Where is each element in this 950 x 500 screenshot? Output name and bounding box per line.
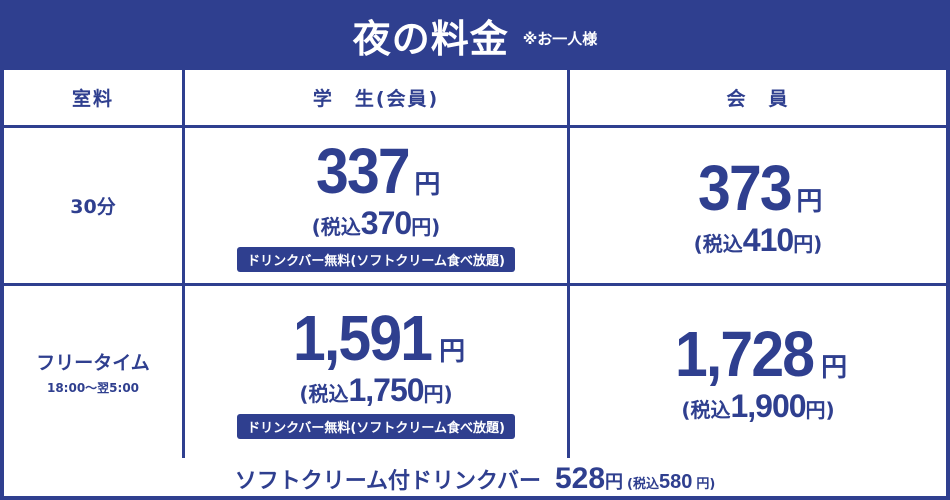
- footer-taxed-price: 580: [658, 471, 693, 493]
- taxed-suffix: 円): [793, 231, 823, 256]
- footer-taxed-prefix: (税込: [627, 477, 659, 492]
- row-label-freetime: フリータイム 18:00〜翌5:00: [4, 286, 182, 458]
- footer-drink-bar: ソフトクリーム付ドリンクバー 528 円 (税込 580 円): [4, 458, 946, 496]
- drink-bar-badge: ドリンクバー無料(ソフトクリーム食べ放題): [237, 247, 515, 272]
- member-30min-cell: 373 円 (税込 410 円): [570, 128, 946, 283]
- student-freetime-taxed: (税込 1,750 円): [299, 374, 452, 406]
- taxed-prefix: (税込: [311, 215, 361, 239]
- drink-bar-badge: ドリンクバー無料(ソフトクリーム食べ放題): [237, 413, 515, 439]
- taxed-suffix: 円): [411, 215, 441, 239]
- row-label-text: 30分: [70, 196, 116, 218]
- member-30min-taxed: (税込 410 円): [694, 224, 823, 256]
- footer-label: ソフトクリーム付ドリンクバー: [234, 469, 541, 494]
- price-number: 1,591: [292, 301, 433, 374]
- taxed-prefix: (税込: [299, 381, 349, 406]
- title-note: ※お一人様: [522, 29, 598, 48]
- price-table: 室料 学 生(会員) 会 員 30分 337 円 (税込 370 円) ドリンク…: [4, 70, 946, 458]
- member-freetime-cell: 1,728 円 (税込 1,900 円): [570, 286, 946, 458]
- student-30min-taxed: (税込 370 円): [312, 207, 441, 239]
- student-30min-cell: 337 円 (税込 370 円) ドリンクバー無料(ソフトクリーム食べ放題): [185, 128, 567, 283]
- footer-bar: ソフトクリーム付ドリンクバー 528 円 (税込 580 円): [0, 458, 950, 500]
- yen-symbol: 円: [821, 353, 848, 383]
- header-student: 学 生(会員): [185, 70, 567, 125]
- taxed-prefix: (税込: [693, 231, 743, 256]
- member-30min-price: 373 円: [694, 156, 823, 220]
- student-freetime-price: 1,591 円: [287, 306, 465, 370]
- price-number: 337: [315, 135, 411, 207]
- student-30min-price: 337 円: [312, 139, 441, 203]
- taxed-prefix: (税込: [681, 398, 731, 422]
- footer-price: 528: [554, 462, 606, 495]
- header-member: 会 員: [570, 70, 946, 125]
- taxed-number: 410: [742, 221, 794, 258]
- yen-symbol: 円: [439, 336, 466, 367]
- header-room: 室料: [4, 70, 182, 125]
- member-freetime-price: 1,728 円: [669, 322, 847, 386]
- row-label-30min: 30分: [4, 128, 182, 283]
- yen-symbol: 円: [414, 170, 441, 200]
- yen-symbol: 円: [796, 186, 823, 217]
- title-bar: 夜の料金 ※お一人様: [0, 0, 950, 70]
- row-label-text: フリータイム: [36, 352, 150, 374]
- taxed-number: 1,750: [348, 371, 424, 408]
- price-number: 373: [697, 151, 793, 224]
- price-number: 1,728: [674, 318, 815, 390]
- footer-taxed-suffix: 円): [696, 477, 716, 492]
- taxed-number: 1,900: [730, 388, 806, 424]
- student-freetime-cell: 1,591 円 (税込 1,750 円) ドリンクバー無料(ソフトクリーム食べ放…: [185, 286, 567, 458]
- member-freetime-taxed: (税込 1,900 円): [681, 390, 834, 422]
- footer-yen: 円: [605, 472, 624, 493]
- taxed-suffix: 円): [423, 381, 453, 406]
- taxed-number: 370: [360, 205, 412, 241]
- taxed-suffix: 円): [805, 398, 835, 422]
- row-sublabel: 18:00〜翌5:00: [46, 381, 140, 395]
- page-title: 夜の料金: [352, 16, 509, 61]
